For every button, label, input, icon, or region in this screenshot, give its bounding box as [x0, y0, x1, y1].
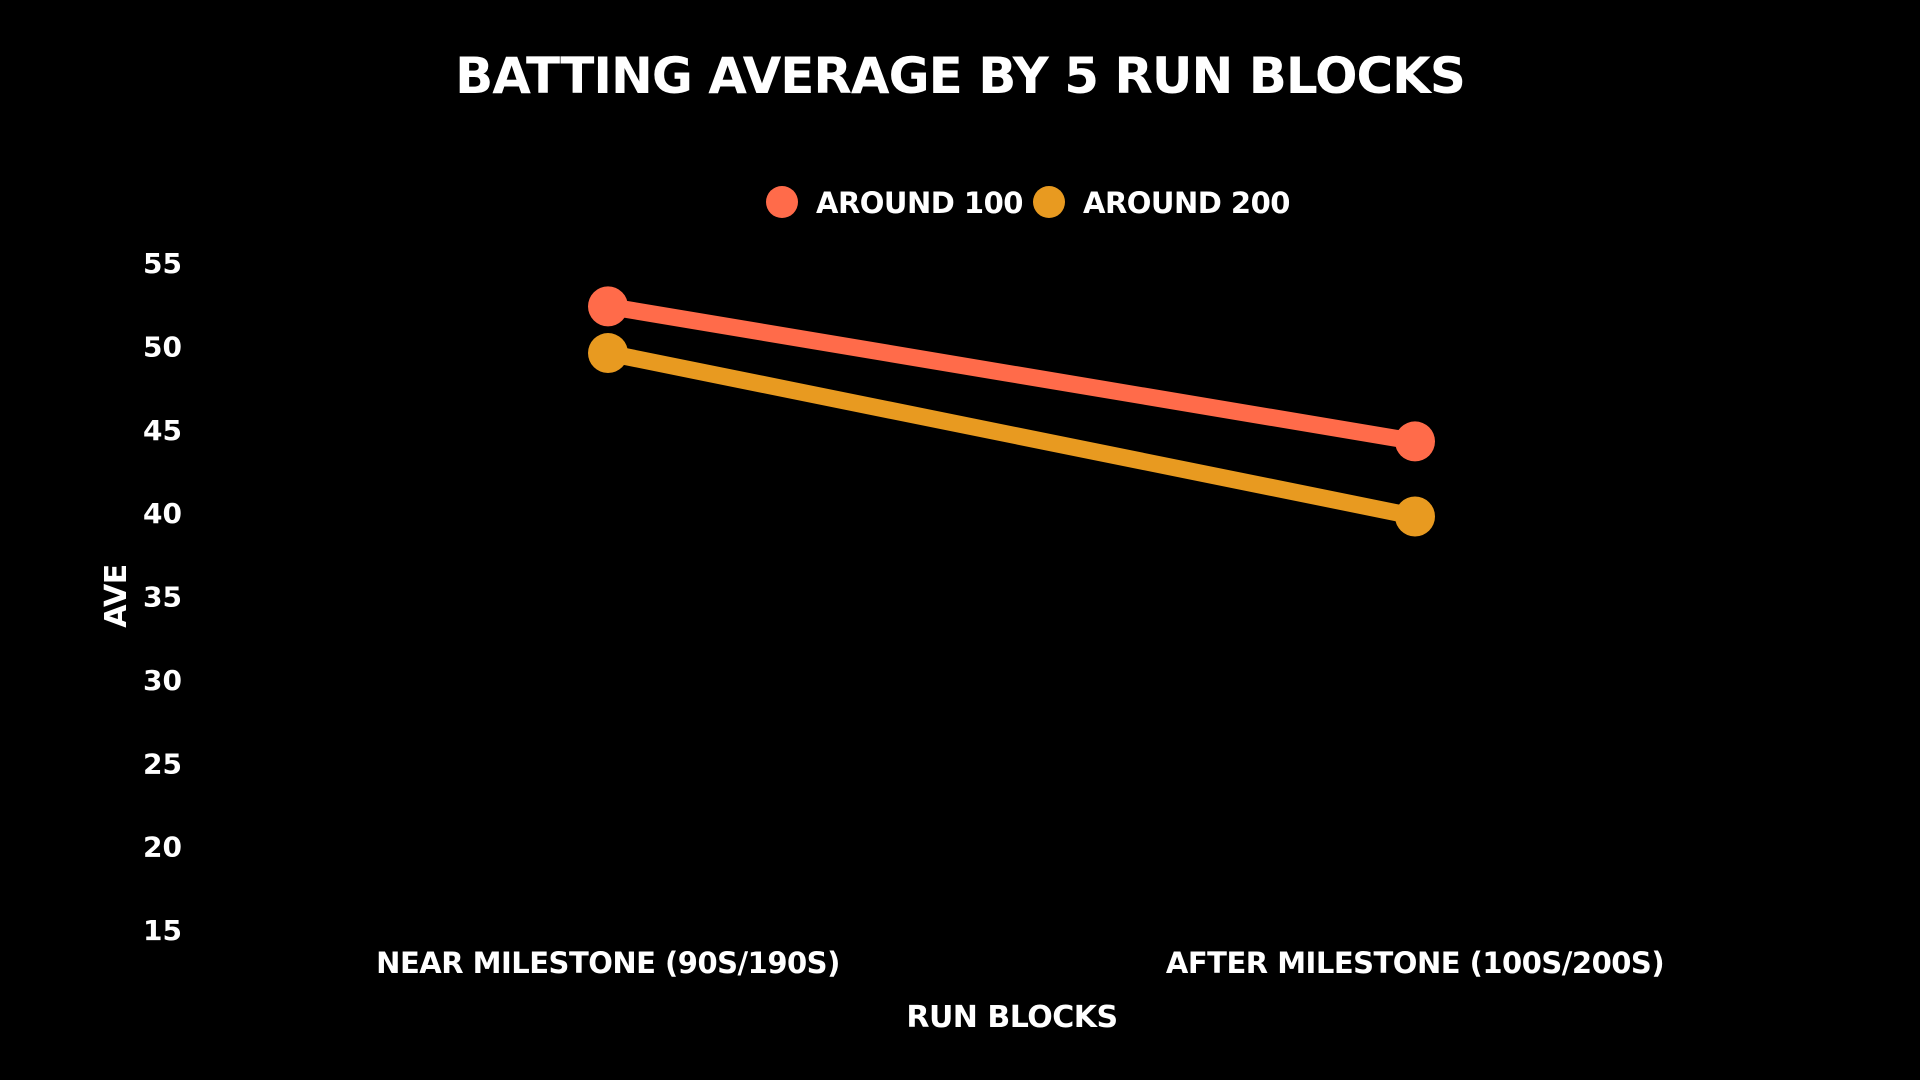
legend-label: AROUND 200: [1083, 186, 1290, 220]
y-axis-ticks: 55 50 45 40 35 30 25 20 15: [143, 247, 182, 947]
legend-label: AROUND 100: [816, 186, 1023, 220]
series-group: [588, 333, 1435, 537]
y-tick-label: 40: [143, 497, 182, 530]
series-layer: [588, 286, 1435, 537]
data-point[interactable]: [588, 333, 628, 374]
legend: AROUND 100 AROUND 200: [766, 186, 1290, 220]
y-tick-label: 35: [143, 581, 182, 614]
x-axis-label: RUN BLOCKS: [906, 1000, 1117, 1035]
data-point[interactable]: [1395, 421, 1435, 462]
series-line: [599, 344, 1424, 525]
legend-marker: [1033, 186, 1065, 218]
y-tick-label: 25: [143, 747, 182, 780]
y-tick-label: 15: [143, 914, 182, 947]
x-axis-categories: NEAR MILESTONE (90S/190S) AFTER MILESTONE…: [376, 946, 1664, 980]
series-group: [588, 286, 1435, 462]
legend-item[interactable]: AROUND 100: [766, 186, 1023, 220]
x-category-label: NEAR MILESTONE (90S/190S): [376, 946, 840, 980]
data-point[interactable]: [588, 286, 628, 327]
data-point[interactable]: [1395, 496, 1435, 537]
chart-title: BATTING AVERAGE BY 5 RUN BLOCKS: [455, 47, 1465, 105]
y-tick-label: 20: [143, 831, 182, 864]
y-tick-label: 50: [143, 330, 182, 363]
y-tick-label: 30: [143, 664, 182, 697]
y-tick-label: 55: [143, 247, 182, 280]
y-axis-label: AVE: [99, 564, 134, 627]
legend-marker: [766, 186, 798, 218]
x-category-label: AFTER MILESTONE (100S/200S): [1166, 946, 1664, 980]
legend-item[interactable]: AROUND 200: [1033, 186, 1290, 220]
series-line: [599, 297, 1424, 450]
y-tick-label: 45: [143, 414, 182, 447]
